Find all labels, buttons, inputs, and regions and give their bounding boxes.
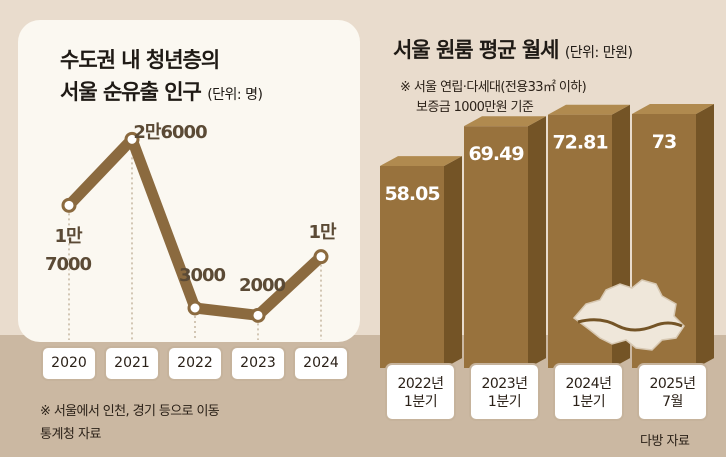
left-title-line2: 서울 순유출 인구 (단위: 명) <box>60 76 263 106</box>
quarter-label-0: 2022년 1분기 <box>385 363 456 421</box>
point-label-2020-1: 7000 <box>45 254 92 275</box>
han-river-icon <box>577 318 683 332</box>
year-label-2023: 2023 <box>230 346 286 381</box>
point-label-2022-0: 3000 <box>179 265 226 286</box>
bar-1 <box>464 126 528 368</box>
right-source: 다방 자료 <box>640 434 690 449</box>
bar-value-label-0: 58.05 <box>384 183 439 205</box>
quarter-label-2: 2024년 1분기 <box>553 363 624 421</box>
right-unit: (단위: 만원) <box>564 45 633 61</box>
left-title-line1: 수도권 내 청년층의 <box>60 48 220 72</box>
year-label-2020: 2020 <box>41 346 97 381</box>
bar-value-label-1: 69.49 <box>468 143 523 165</box>
year-label-2024: 2024 <box>293 346 349 381</box>
point-label-2024-0: 1만 <box>308 222 337 243</box>
bar-side-1 <box>528 116 546 368</box>
bar-top-3 <box>632 104 714 114</box>
point-2024 <box>313 249 329 265</box>
bar-top-1 <box>464 116 546 127</box>
bar-value-label-2: 72.81 <box>552 132 607 154</box>
point-2023 <box>250 307 266 323</box>
year-label-2021: 2021 <box>104 346 160 381</box>
bar-0 <box>380 165 444 368</box>
point-2021 <box>124 131 140 147</box>
bar-top-2 <box>548 104 630 115</box>
right-note-line2: 보증금 1000만원 기준 <box>416 100 534 115</box>
right-title-text: 서울 원룸 평균 월세 <box>393 38 559 62</box>
point-2020 <box>61 197 77 213</box>
left-note: ※ 서울에서 인천, 경기 등으로 이동 <box>40 404 220 419</box>
quarter-label-3: 2025년 7월 <box>637 363 708 421</box>
left-unit: (단위: 명) <box>207 87 263 103</box>
bar-top-0 <box>380 156 462 166</box>
bar-side-3 <box>696 104 714 368</box>
left-source: 통계청 자료 <box>40 427 101 442</box>
right-title: 서울 원룸 평균 월세 (단위: 만원) <box>393 34 633 64</box>
bar-value-label-3: 73 <box>652 131 676 153</box>
bar-side-0 <box>444 156 462 368</box>
left-title-text: 서울 순유출 인구 <box>60 80 202 104</box>
quarter-label-1: 2023년 1분기 <box>469 363 540 421</box>
seoul-map-icon <box>572 279 685 351</box>
point-2022 <box>187 300 203 316</box>
point-label-2020-0: 1만 <box>54 226 83 247</box>
point-label-2021-0: 2만6000 <box>133 122 207 143</box>
year-label-2022: 2022 <box>167 346 223 381</box>
right-note-line1: ※ 서울 연립·다세대(전용33㎡ 이하) <box>400 80 587 95</box>
point-label-2023-0: 2000 <box>239 275 286 296</box>
